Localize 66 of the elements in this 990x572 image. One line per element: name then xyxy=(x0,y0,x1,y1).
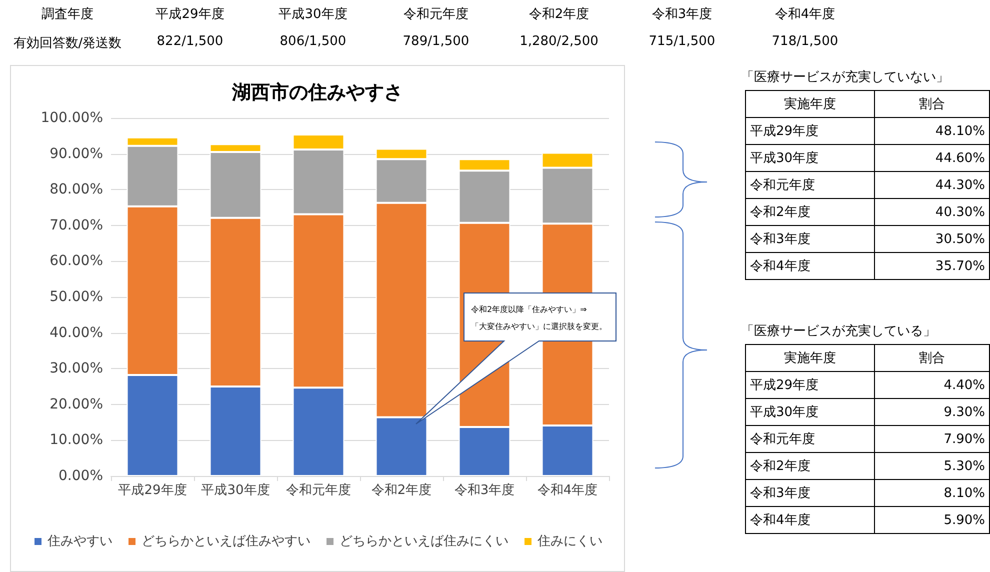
category-label: 令和2年度 xyxy=(746,452,874,480)
category-label: 令和4年度 xyxy=(746,506,874,534)
annotation: 令和2年度以降「住みやすい」⇒ 「大変住みやすい」に選択肢を変更。 xyxy=(471,305,607,331)
text: 「医療サービスが充実している」 xyxy=(741,323,937,340)
text: 7.90% xyxy=(944,432,985,446)
legend-label: 住みにくい xyxy=(536,534,602,549)
text: 715/1,500 xyxy=(648,34,716,49)
text: 40.30% xyxy=(935,204,985,220)
y-tick-label: 40.00% xyxy=(50,324,103,341)
text: 「医療サービスが充実していない」 xyxy=(741,69,950,86)
category-label: 令和2年度 xyxy=(528,6,590,23)
y-tick-label: 80.00% xyxy=(50,182,103,198)
category-label: 令和4年度 xyxy=(774,6,836,23)
category-label: 令和3年度 xyxy=(746,226,874,252)
category-label: 平成30年度 xyxy=(746,398,874,426)
category-label: 令和2年度 xyxy=(746,198,874,226)
legend-label: どちらかといえば住みやすい xyxy=(142,534,310,549)
text: 実施年度 xyxy=(746,344,874,372)
category-label: 平成29年度 xyxy=(746,372,874,398)
y-tick-label: 0.00% xyxy=(58,468,103,484)
category-label: 令和4年度 xyxy=(746,252,874,280)
category-label: 令和元年度 xyxy=(746,172,874,198)
y-tick-label: 50.00% xyxy=(50,289,103,305)
category-label: 令和元年度 xyxy=(746,426,874,452)
legend-label: どちらかといえば住みにくい xyxy=(340,534,508,549)
x-tick-label: 平成29年度 xyxy=(118,482,187,498)
y-tick-label: 60.00% xyxy=(50,253,103,270)
text: 822/1,500 xyxy=(156,34,224,49)
text: 718/1,500 xyxy=(772,34,838,49)
text: 調査年度 xyxy=(40,6,94,23)
text: 割合 xyxy=(874,90,990,118)
y-tick-label: 70.00% xyxy=(50,217,103,234)
text: 44.60% xyxy=(935,150,985,166)
text: 5.90% xyxy=(944,512,985,528)
text: 有効回答数/発送数 xyxy=(12,35,123,52)
category-label: 令和元年度 xyxy=(402,6,470,23)
category-label: 平成29年度 xyxy=(746,118,874,144)
text: 806/1,500 xyxy=(280,34,346,49)
text: 5.30% xyxy=(944,458,985,474)
chart-title: 湖西市の住みやすさ xyxy=(231,82,403,104)
legend-label: 住みやすい xyxy=(46,534,112,549)
x-tick-label: 令和元年度 xyxy=(286,482,351,498)
x-tick-label: 令和2年度 xyxy=(371,482,432,498)
y-tick-label: 30.00% xyxy=(50,360,103,377)
x-tick-label: 令和4年度 xyxy=(537,482,598,498)
text: 789/1,500 xyxy=(402,34,470,49)
category-label: 令和3年度 xyxy=(650,6,714,23)
text: 35.70% xyxy=(935,258,985,274)
y-tick-label: 10.00% xyxy=(50,432,103,448)
text: 実施年度 xyxy=(746,90,874,118)
category-label: 平成30年度 xyxy=(746,144,874,172)
x-tick-label: 令和3年度 xyxy=(454,482,515,498)
y-tick-label: 90.00% xyxy=(50,146,103,162)
y-tick-label: 100.00% xyxy=(40,110,103,126)
text: 割合 xyxy=(874,344,990,372)
y-tick-label: 20.00% xyxy=(50,396,103,412)
text: 8.10% xyxy=(944,486,985,500)
category-label: 平成30年度 xyxy=(278,6,348,23)
category-label: 平成29年度 xyxy=(154,6,226,23)
text: 30.50% xyxy=(935,232,985,246)
text: 4.40% xyxy=(944,378,985,392)
text: 48.10% xyxy=(935,124,985,138)
text: 1,280/2,500 xyxy=(520,34,598,49)
text: 44.30% xyxy=(935,178,985,192)
text: 9.30% xyxy=(944,404,985,420)
x-tick-label: 平成30年度 xyxy=(201,482,270,498)
